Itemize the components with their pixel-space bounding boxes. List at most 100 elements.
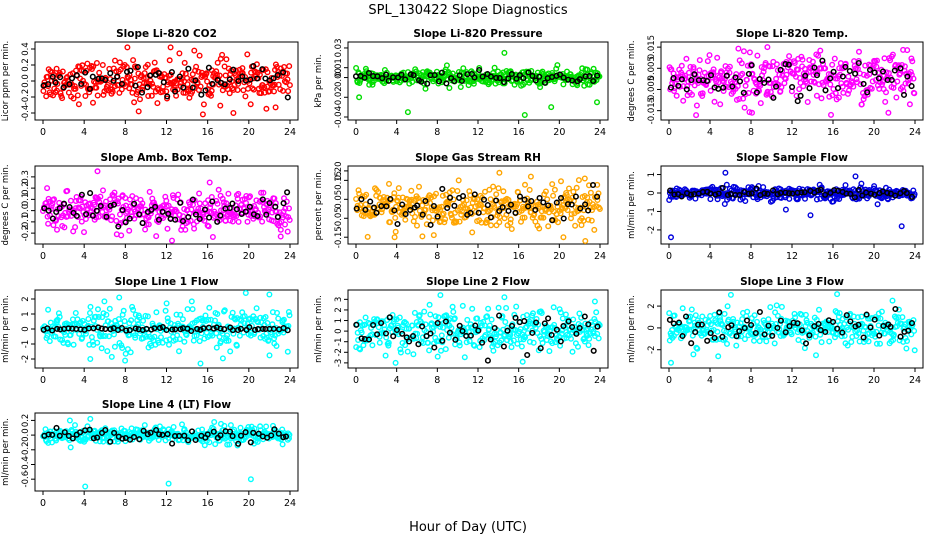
- data-point: [264, 320, 271, 327]
- reference-point: [242, 208, 249, 215]
- data-point: [97, 193, 104, 200]
- reference-point: [786, 323, 793, 330]
- data-point: [205, 316, 212, 323]
- data-point: [96, 69, 103, 76]
- data-point: [540, 214, 547, 221]
- data-point: [223, 200, 230, 207]
- data-point: [442, 346, 449, 353]
- data-point: [210, 425, 217, 432]
- data-point: [449, 303, 456, 310]
- data-point: [725, 84, 732, 91]
- reference-point: [97, 202, 104, 210]
- reference-point: [451, 78, 458, 85]
- data-point: [692, 312, 699, 319]
- data-point: [44, 332, 51, 339]
- reference-point: [765, 76, 772, 83]
- reference-point: [382, 330, 390, 337]
- reference-point: [908, 320, 916, 327]
- data-point: [410, 335, 417, 342]
- reference-point: [103, 213, 110, 220]
- data-point: [355, 187, 362, 194]
- reference-point: [94, 434, 101, 441]
- x-tick-label: 16: [202, 251, 214, 262]
- data-point: [502, 319, 509, 326]
- data-point: [191, 225, 198, 232]
- data-point: [95, 314, 102, 321]
- data-point: [869, 78, 876, 85]
- reference-point: [794, 98, 801, 105]
- data-point: [881, 55, 888, 62]
- data-point: [829, 61, 836, 68]
- data-point: [403, 320, 410, 327]
- data-point: [391, 190, 398, 197]
- data-point: [741, 104, 748, 111]
- data-point: [233, 213, 240, 220]
- panel-9: Slope Line 3 Flow ml/min per min. 0 4 8 12 16 2…: [627, 276, 924, 386]
- data-point: [271, 88, 278, 95]
- data-point: [206, 439, 213, 446]
- data-point: [845, 73, 852, 80]
- data-point: [122, 194, 129, 201]
- data-point: [686, 69, 693, 76]
- data-point: [588, 217, 595, 224]
- outlier-point: [206, 179, 213, 186]
- data-point: [93, 84, 100, 91]
- data-point: [57, 90, 64, 97]
- data-point: [156, 423, 163, 430]
- reference-point: [54, 325, 61, 332]
- data-point: [745, 89, 752, 96]
- reference-point: [892, 192, 899, 199]
- data-point: [765, 316, 772, 323]
- data-point: [689, 91, 696, 98]
- reference-point: [556, 71, 564, 78]
- data-point: [196, 190, 203, 197]
- y-tick-label: 0.0: [21, 428, 31, 442]
- data-point: [266, 352, 273, 359]
- data-point: [64, 187, 71, 194]
- x-tick-label: 24: [909, 375, 921, 386]
- reference-point: [471, 191, 478, 198]
- reference-point: [715, 190, 722, 197]
- reference-point: [475, 209, 482, 216]
- reference-point: [797, 92, 804, 99]
- reference-point: [185, 437, 192, 444]
- data-point: [853, 76, 860, 83]
- data-point: [225, 337, 232, 344]
- data-point: [711, 98, 718, 105]
- reference-point: [45, 207, 52, 214]
- data-point: [474, 315, 481, 322]
- data-point: [165, 341, 172, 348]
- reference-point: [670, 75, 677, 82]
- data-point: [133, 212, 140, 219]
- data-point: [385, 339, 392, 346]
- data-point: [82, 92, 89, 99]
- data-point: [155, 437, 162, 444]
- data-point: [680, 97, 687, 104]
- x-tick-label: 20: [868, 375, 880, 386]
- data-point: [260, 189, 267, 196]
- reference-point: [456, 322, 463, 329]
- reference-point: [667, 84, 675, 91]
- data-point: [736, 95, 743, 102]
- reference-point: [172, 216, 179, 223]
- y-tick-label: -0.04: [334, 106, 344, 128]
- data-point: [51, 196, 58, 203]
- data-point: [183, 332, 190, 339]
- data-point: [197, 83, 204, 90]
- data-point: [572, 222, 579, 229]
- y-tick-label: 0.2: [21, 414, 31, 428]
- x-tick-label: 4: [81, 127, 87, 138]
- reference-point: [524, 351, 531, 359]
- reference-point: [442, 318, 449, 325]
- data-point: [456, 218, 463, 225]
- data-point: [762, 60, 769, 67]
- reference-point: [136, 211, 143, 218]
- data-point: [251, 329, 258, 336]
- data-point: [136, 96, 143, 103]
- x-tick-label: 4: [81, 375, 87, 386]
- data-point: [844, 90, 851, 97]
- reference-point: [843, 312, 850, 319]
- reference-point: [557, 194, 565, 202]
- data-point: [234, 195, 241, 202]
- data-point: [816, 306, 823, 313]
